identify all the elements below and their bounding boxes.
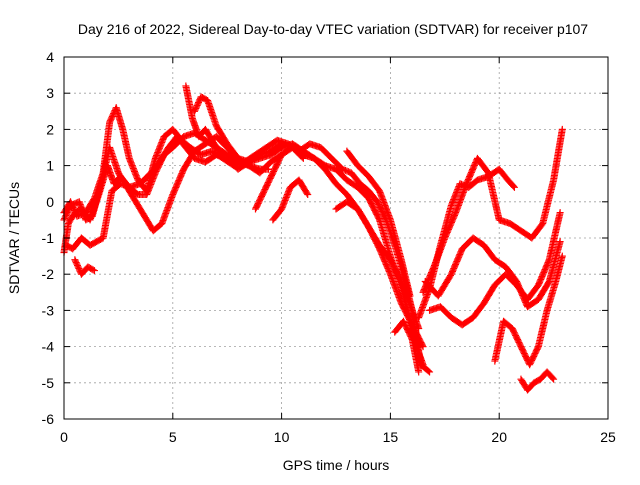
series-track-5 xyxy=(71,256,98,278)
data-point-marker xyxy=(406,292,414,300)
y-tick-label: -6 xyxy=(42,411,55,427)
series-track-10 xyxy=(332,198,427,351)
series-track-8 xyxy=(251,144,307,213)
y-tick-label: -5 xyxy=(42,375,55,391)
series-track-12 xyxy=(391,317,423,376)
data-point-marker xyxy=(303,189,311,197)
x-axis-label: GPS time / hours xyxy=(283,457,390,473)
x-tick-label: 0 xyxy=(60,429,68,445)
series-track-11 xyxy=(343,147,414,300)
data-point-marker xyxy=(419,343,427,351)
data-point-marker xyxy=(407,334,415,342)
data-layer xyxy=(60,82,566,394)
data-point-marker xyxy=(415,368,423,376)
series-track-9 xyxy=(269,176,312,224)
data-point-marker xyxy=(558,252,566,260)
data-point-marker xyxy=(418,341,426,349)
series-track-14 xyxy=(419,125,566,296)
data-point-marker xyxy=(299,154,307,162)
data-point-marker xyxy=(89,266,97,274)
data-point-marker xyxy=(426,368,434,376)
data-point-marker xyxy=(218,150,226,158)
data-point-marker xyxy=(424,367,432,375)
y-tick-label: 0 xyxy=(46,194,54,210)
data-point-marker xyxy=(298,153,306,161)
series-track-7 xyxy=(191,93,286,177)
x-tick-label: 15 xyxy=(383,429,399,445)
data-point-marker xyxy=(304,191,312,199)
y-tick-label: 1 xyxy=(46,158,54,174)
x-tick-label: 10 xyxy=(274,429,290,445)
series-track-1 xyxy=(60,104,423,332)
series-track-17 xyxy=(491,252,566,369)
x-tick-label: 25 xyxy=(600,429,616,445)
series-track-16 xyxy=(426,209,564,329)
x-tick-label: 20 xyxy=(491,429,507,445)
data-point-marker xyxy=(558,125,566,133)
y-tick-label: 2 xyxy=(46,121,54,137)
chart-title: Day 216 of 2022, Sidereal Day-to-day VTE… xyxy=(78,21,588,37)
y-tick-label: -3 xyxy=(42,302,55,318)
data-point-marker xyxy=(549,374,557,382)
series-track-6 xyxy=(182,82,227,159)
data-point-marker xyxy=(509,182,517,190)
data-point-marker xyxy=(556,209,564,217)
x-tick-label: 5 xyxy=(169,429,177,445)
y-tick-label: -4 xyxy=(42,339,55,355)
y-tick-label: 4 xyxy=(46,49,54,65)
y-tick-label: -2 xyxy=(42,266,55,282)
series-track-18 xyxy=(517,368,558,394)
data-point-marker xyxy=(556,238,564,246)
y-axis-label: SDTVAR / TECUs xyxy=(6,182,22,294)
data-point-marker xyxy=(90,267,98,275)
tick-layer: 0 5 10 15 20 25 -6 -5 -4 -3 -2 -1 0 1 2 3 4 xyxy=(42,49,616,445)
y-tick-label: -1 xyxy=(42,230,55,246)
data-point-marker xyxy=(219,151,227,159)
data-point-marker xyxy=(550,375,558,383)
series-track-3 xyxy=(60,133,434,376)
data-point-marker xyxy=(510,183,518,191)
y-tick-label: 3 xyxy=(46,85,54,101)
